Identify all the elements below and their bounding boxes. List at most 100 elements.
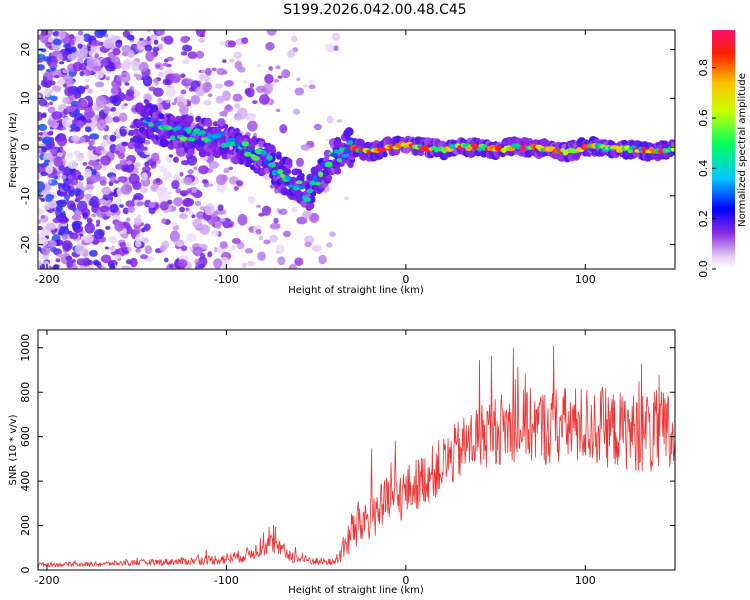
- spectrogram-noise-cell: [201, 69, 206, 74]
- spectrogram-noise-cell: [40, 79, 49, 88]
- spectrogram-ridge-core: [613, 145, 621, 150]
- spectrogram-noise-cell: [195, 266, 200, 269]
- spectrogram-noise-cell: [301, 210, 312, 219]
- spectrogram-noise-cell: [257, 251, 266, 261]
- spectrogram-noise-cell: [86, 226, 92, 231]
- spectrogram-noise-cell: [129, 124, 136, 129]
- spectrogram-noise-cell: [261, 205, 272, 216]
- spectrogram-ridge-halo: [174, 115, 182, 123]
- spectrogram-noise-cell: [69, 39, 75, 46]
- spectrogram-noise-cell: [127, 205, 135, 213]
- spectrogram-ridge-core: [330, 152, 338, 158]
- spectrogram-noise-cell: [244, 248, 254, 254]
- spectrogram-noise-cell: [109, 134, 117, 142]
- spectrogram-noise-cell: [163, 35, 174, 45]
- spectrogram-ridge-core: [312, 175, 319, 182]
- spectrogram-noise-cell: [247, 196, 256, 204]
- spectrogram-noise-cell: [156, 186, 166, 197]
- spectrogram-noise-cell: [142, 75, 153, 87]
- spectrogram-noise-cell: [247, 120, 258, 132]
- spectrogram-noise-cell: [55, 204, 63, 213]
- spectrogram-noise-cell: [177, 259, 188, 268]
- spectrogram-noise-cell: [277, 75, 283, 79]
- spectrogram-noise-cell: [46, 69, 51, 73]
- spectrogram-noise-cell: [75, 33, 85, 44]
- snr-ytick-label: 600: [19, 426, 32, 447]
- spectrogram-noise-cell: [107, 246, 116, 253]
- spectrogram-noise-cell: [105, 76, 110, 81]
- spectrogram-ridge-halo: [356, 138, 366, 148]
- spectrogram-noise-cell: [84, 197, 91, 202]
- spectrogram-noise-cell: [114, 254, 123, 260]
- spectrogram-ridge-core: [324, 161, 333, 168]
- spectrogram-noise-cell: [71, 213, 82, 221]
- spectrogram-noise-cell: [112, 111, 121, 117]
- spectrogram-noise-cell: [94, 52, 100, 59]
- spectrogram-noise-cell: [53, 38, 62, 46]
- spectrogram-noise-cell: [120, 71, 131, 83]
- spectrogram-noise-cell: [99, 180, 107, 186]
- spectrogram-noise-cell: [273, 79, 280, 83]
- spectrogram-noise-cell: [48, 120, 56, 127]
- spectrogram-noise-cell: [308, 79, 315, 85]
- spectrogram-ridge-halo: [205, 117, 212, 125]
- spectrogram-noise-cell: [127, 141, 135, 150]
- spectrogram-noise-cell: [228, 224, 234, 228]
- spectrogram-noise-cell: [136, 201, 142, 207]
- spectrogram-noise-cell: [152, 46, 160, 52]
- spectrogram-noise-cell: [135, 248, 142, 253]
- spectrogram-noise-cell: [85, 84, 90, 90]
- spectrogram-noise-cell: [112, 48, 121, 56]
- spectrogram-noise-cell: [135, 162, 141, 168]
- spectrogram-noise-cell: [128, 173, 140, 185]
- spectrogram-noise-cell: [256, 204, 261, 208]
- spectrogram-noise-cell: [84, 126, 92, 133]
- spectrogram-ridge-core: [280, 174, 286, 179]
- spectrogram-noise-cell: [56, 134, 68, 147]
- spectrogram-noise-cell: [275, 65, 281, 70]
- spectrogram-noise-cell: [66, 53, 77, 61]
- spectrogram-ridge-core: [186, 128, 192, 135]
- spectrogram-noise-cell: [219, 241, 228, 250]
- spectrogram-noise-cell: [171, 102, 176, 106]
- spectrogram-noise-cell: [129, 257, 138, 268]
- spectrogram-noise-cell: [230, 245, 236, 250]
- spectrogram-noise-cell: [38, 181, 46, 193]
- spectrogram-noise-cell: [179, 206, 185, 213]
- spectrogram-noise-cell: [208, 160, 220, 169]
- spectrogram-ytick-label: 10: [19, 91, 32, 105]
- spectrogram-noise-cell: [187, 169, 194, 175]
- spectrogram-noise-cell: [62, 126, 67, 131]
- spectrogram-ridge-halo: [157, 112, 165, 120]
- spectrogram-noise-cell: [237, 214, 248, 226]
- spectrogram-noise-cell: [228, 166, 234, 171]
- spectrogram-noise-cell: [225, 104, 232, 111]
- spectrogram-ridge-core: [241, 141, 249, 147]
- spectrogram-noise-cell: [50, 95, 58, 102]
- spectrogram-noise-cell: [114, 150, 120, 155]
- spectrogram-noise-cell: [168, 264, 174, 269]
- spectrogram-noise-cell: [57, 232, 63, 236]
- spectrogram-noise-cell: [141, 227, 146, 233]
- spectrogram-noise-cell: [61, 233, 69, 240]
- spectrogram-noise-cell: [64, 86, 74, 97]
- spectrogram-noise-cell: [76, 85, 86, 95]
- spectrogram-noise-cell: [47, 239, 57, 248]
- spectrogram-noise-cell: [47, 106, 56, 114]
- spectrogram-noise-cell: [82, 212, 88, 218]
- spectrogram-noise-cell: [45, 222, 57, 231]
- spectrogram-ridge-core: [150, 127, 157, 133]
- spectrogram-noise-cell: [67, 151, 74, 159]
- spectrogram-noise-cell: [198, 263, 206, 269]
- spectrogram-ridge-core: [217, 131, 225, 135]
- snr-xtick-label: -200: [34, 574, 59, 587]
- spectrogram-ridge-core: [285, 175, 292, 181]
- spectrogram-ridge-core: [266, 154, 273, 161]
- spectrogram-ridge-core: [252, 156, 260, 161]
- spectrogram-noise-cell: [125, 241, 131, 248]
- spectrogram-noise-cell: [202, 81, 213, 92]
- spectrogram-noise-cell: [116, 92, 126, 102]
- spectrogram-noise-cell: [151, 152, 160, 162]
- spectrogram-ridge-core: [292, 185, 301, 191]
